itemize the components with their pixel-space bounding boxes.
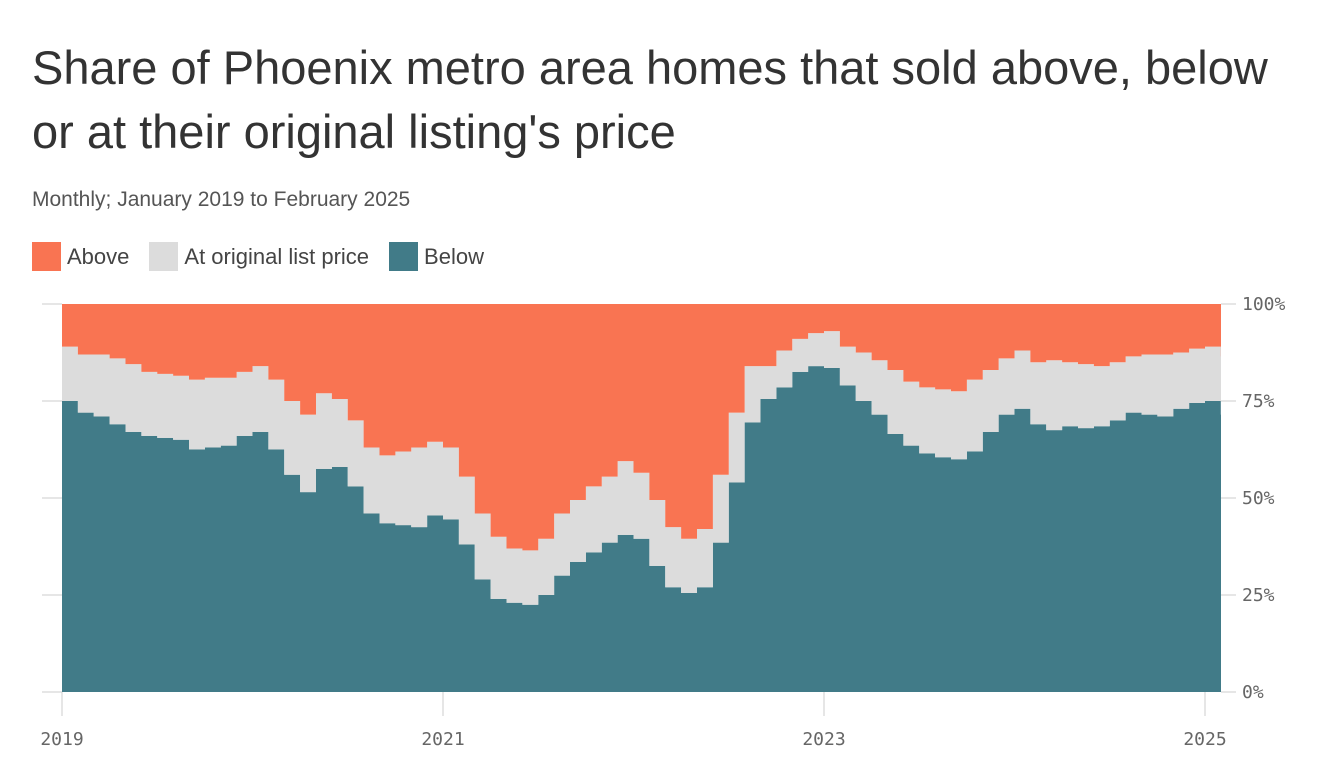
y-tick-label: 50% bbox=[1242, 488, 1275, 509]
legend-label-above: Above bbox=[67, 243, 130, 269]
area-series-at-original-list-price bbox=[62, 331, 1221, 605]
x-tick-label: 2019 bbox=[40, 729, 83, 750]
legend-label-at-list: At original list price bbox=[184, 243, 370, 269]
y-tick-label: 75% bbox=[1242, 391, 1275, 412]
legend-item-at-list: At original list price bbox=[149, 242, 369, 271]
legend: Above At original list price Below bbox=[32, 242, 504, 271]
y-tick-label: 100% bbox=[1242, 294, 1286, 315]
x-tick-label: 2021 bbox=[421, 729, 464, 750]
area-series-above bbox=[62, 304, 1221, 551]
chart-subtitle: Monthly; January 2019 to February 2025 bbox=[32, 188, 411, 211]
legend-item-below: Below bbox=[389, 242, 484, 271]
area-series-below bbox=[62, 366, 1221, 692]
y-tick-label: 0% bbox=[1242, 682, 1264, 703]
x-tick-label: 2023 bbox=[802, 729, 845, 750]
chart-title: Share of Phoenix metro area homes that s… bbox=[32, 41, 1268, 158]
x-tick-label: 2025 bbox=[1183, 729, 1226, 750]
legend-label-below: Below bbox=[424, 243, 484, 269]
y-tick-label: 25% bbox=[1242, 585, 1275, 606]
legend-swatch-at-list bbox=[149, 242, 179, 271]
legend-swatch-below bbox=[389, 242, 419, 271]
legend-item-above: Above bbox=[32, 242, 129, 271]
legend-swatch-above bbox=[32, 242, 61, 271]
